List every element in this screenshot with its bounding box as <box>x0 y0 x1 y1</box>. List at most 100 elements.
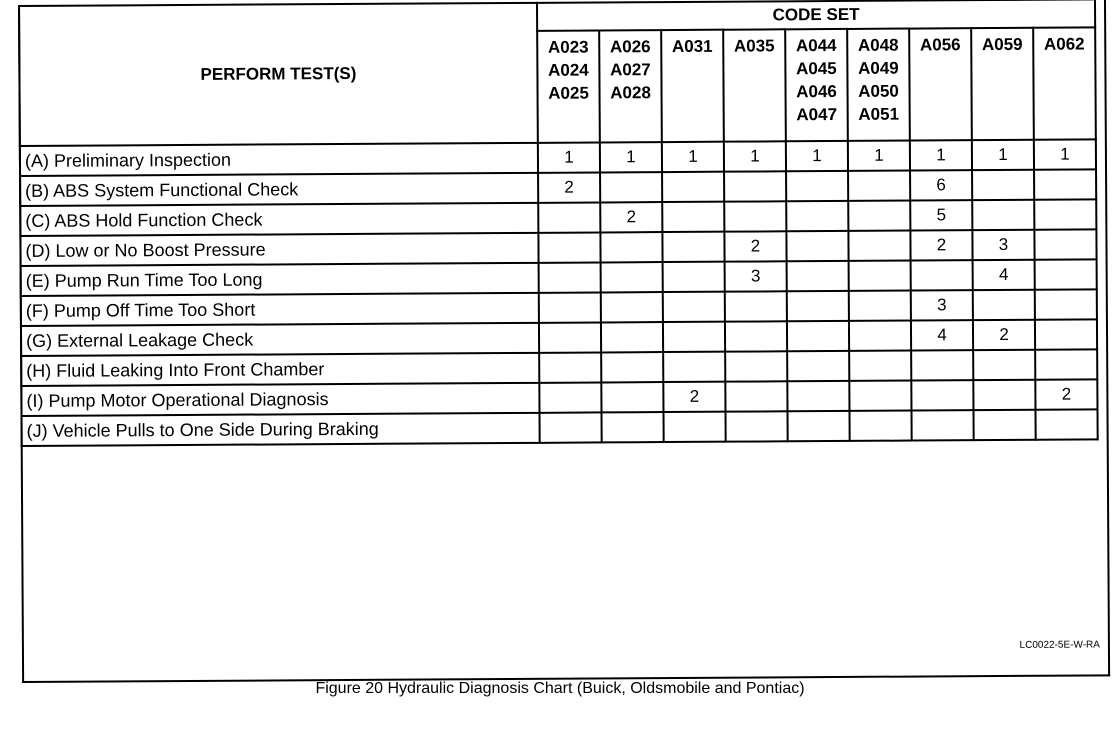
code-column-header: A044 A045 A046 A047 <box>785 28 848 142</box>
test-sequence-cell <box>849 350 912 381</box>
test-sequence-cell <box>786 320 850 352</box>
test-sequence-cell <box>973 349 1036 381</box>
test-sequence-cell <box>601 352 664 383</box>
test-sequence-cell <box>600 172 663 203</box>
test-sequence-cell: 1 <box>661 141 725 173</box>
test-sequence-cell <box>663 411 726 443</box>
test-sequence-cell <box>911 410 974 441</box>
code-column-header: A035 <box>723 29 786 142</box>
test-sequence-cell <box>1034 199 1097 230</box>
test-sequence-cell: 4 <box>972 259 1035 291</box>
test-sequence-cell <box>601 412 664 443</box>
code-label: A044 <box>795 36 837 56</box>
test-sequence-cell: 6 <box>910 170 973 201</box>
code-label: A023 <box>547 37 589 57</box>
test-sequence-cell <box>787 410 850 442</box>
table-row: (J) Vehicle Pulls to One Side During Bra… <box>21 409 1098 446</box>
code-label: A059 <box>981 34 1023 55</box>
test-sequence-cell <box>1034 289 1097 320</box>
test-sequence-cell <box>911 380 974 411</box>
hydraulic-diagnosis-table: PERFORM TEST(S) CODE SET A023 A024 A025 A02… <box>18 0 1099 447</box>
test-sequence-cell <box>1035 409 1098 440</box>
test-sequence-cell <box>972 169 1035 201</box>
code-column-header: A059 <box>971 27 1034 141</box>
code-label: A048 <box>857 35 899 55</box>
code-label: A031 <box>671 36 713 57</box>
test-sequence-cell <box>1034 169 1097 200</box>
test-sequence-cell <box>724 321 788 352</box>
test-sequence-cell <box>538 202 601 233</box>
test-sequence-cell <box>1034 229 1097 260</box>
test-sequence-cell: 1 <box>971 139 1035 171</box>
test-sequence-cell <box>786 200 849 232</box>
test-name: (J) Vehicle Pulls to One Side During Bra… <box>21 412 540 446</box>
code-label: A027 <box>610 60 651 80</box>
test-sequence-cell <box>725 411 788 442</box>
figure-caption: Figure 20 Hydraulic Diagnosis Chart (Bui… <box>315 680 805 697</box>
test-sequence-cell <box>662 231 725 263</box>
code-label: A028 <box>610 83 651 103</box>
code-label: A025 <box>548 83 589 103</box>
code-label: A047 <box>796 104 838 125</box>
test-sequence-cell <box>848 170 911 201</box>
test-sequence-cell: 1 <box>1033 139 1097 170</box>
test-sequence-cell <box>662 291 725 323</box>
test-sequence-cell <box>538 292 601 323</box>
test-sequence-cell: 4 <box>910 320 974 351</box>
test-sequence-cell: 2 <box>910 230 973 261</box>
test-sequence-cell <box>848 200 911 231</box>
test-sequence-cell <box>725 351 788 382</box>
code-label: A062 <box>1043 34 1085 54</box>
test-sequence-cell <box>724 171 787 202</box>
test-sequence-cell: 1 <box>785 140 849 172</box>
test-sequence-cell: 1 <box>599 142 663 173</box>
test-name: (B) ABS System Functional Check <box>20 172 539 206</box>
test-sequence-cell: 3 <box>910 290 973 321</box>
test-sequence-cell <box>600 322 664 353</box>
code-label: A035 <box>733 36 775 56</box>
test-sequence-cell: 2 <box>663 381 726 413</box>
perform-tests-header: PERFORM TEST(S) <box>19 2 538 146</box>
test-sequence-cell <box>972 289 1035 321</box>
test-sequence-cell <box>1034 319 1098 350</box>
code-column-header: A023 A024 A025 <box>537 30 600 143</box>
test-sequence-cell <box>849 410 912 441</box>
test-name: (I) Pump Motor Operational Diagnosis <box>21 382 540 416</box>
test-name: (D) Low or No Boost Pressure <box>20 232 539 266</box>
test-sequence-cell <box>787 350 850 382</box>
test-sequence-cell: 1 <box>537 142 601 173</box>
test-sequence-cell <box>848 230 911 261</box>
test-sequence-cell: 2 <box>724 231 787 262</box>
test-sequence-cell: 1 <box>847 140 911 171</box>
test-name: (C) ABS Hold Function Check <box>20 202 539 236</box>
test-sequence-cell <box>911 350 974 381</box>
test-sequence-cell <box>724 291 787 322</box>
test-sequence-cell <box>1035 349 1098 380</box>
code-column-header: A031 <box>661 29 724 143</box>
test-sequence-cell: 2 <box>972 319 1036 351</box>
test-sequence-cell: 1 <box>723 141 787 172</box>
test-sequence-cell <box>973 409 1036 441</box>
test-sequence-cell: 3 <box>724 261 787 292</box>
code-column-header: A048 A049 A050 A051 <box>847 28 910 141</box>
code-column-header: A056 <box>909 28 972 141</box>
test-sequence-cell <box>786 170 849 202</box>
code-label: A051 <box>858 104 900 124</box>
test-sequence-cell <box>662 261 725 293</box>
code-label: A026 <box>609 37 651 57</box>
test-sequence-cell <box>538 262 601 293</box>
code-column-header: A062 <box>1033 27 1096 140</box>
test-sequence-cell: 3 <box>972 229 1035 261</box>
code-label: A045 <box>796 59 837 79</box>
test-sequence-cell <box>724 201 787 232</box>
test-sequence-cell <box>601 382 664 413</box>
test-sequence-cell <box>1034 259 1097 290</box>
test-sequence-cell <box>725 381 788 412</box>
test-sequence-cell <box>786 230 849 262</box>
test-sequence-cell <box>662 201 725 233</box>
code-label: A046 <box>796 81 837 102</box>
test-name: (F) Pump Off Time Too Short <box>20 292 539 326</box>
test-sequence-cell <box>538 232 601 263</box>
test-name: (A) Preliminary Inspection <box>19 142 539 176</box>
test-sequence-cell <box>786 260 849 292</box>
